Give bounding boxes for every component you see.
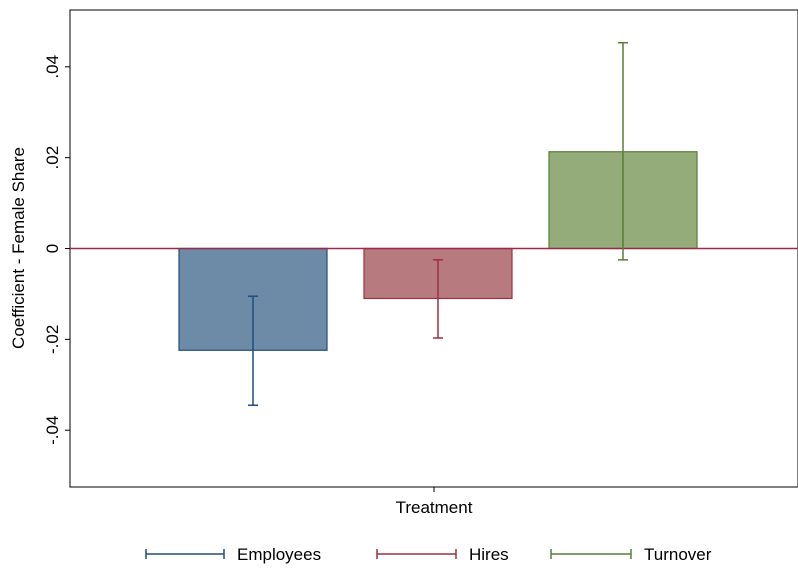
y-tick-label: -.02 [43,325,62,354]
legend-label-hires: Hires [469,545,509,564]
y-axis-title: Coefficient - Female Share [9,147,28,349]
y-tick-label: .02 [43,146,62,170]
y-tick-label: -.04 [43,416,62,445]
legend-label-employees: Employees [237,545,321,564]
legend-label-turnover: Turnover [644,545,712,564]
error-bars [248,41,628,406]
legend: Employees Hires Turnover [145,545,712,564]
y-axis: -.04 -.02 0 .02 .04 [43,55,70,445]
y-tick-label: 0 [43,244,62,253]
x-axis-title: Treatment [396,498,473,517]
y-tick-label: .04 [43,55,62,79]
